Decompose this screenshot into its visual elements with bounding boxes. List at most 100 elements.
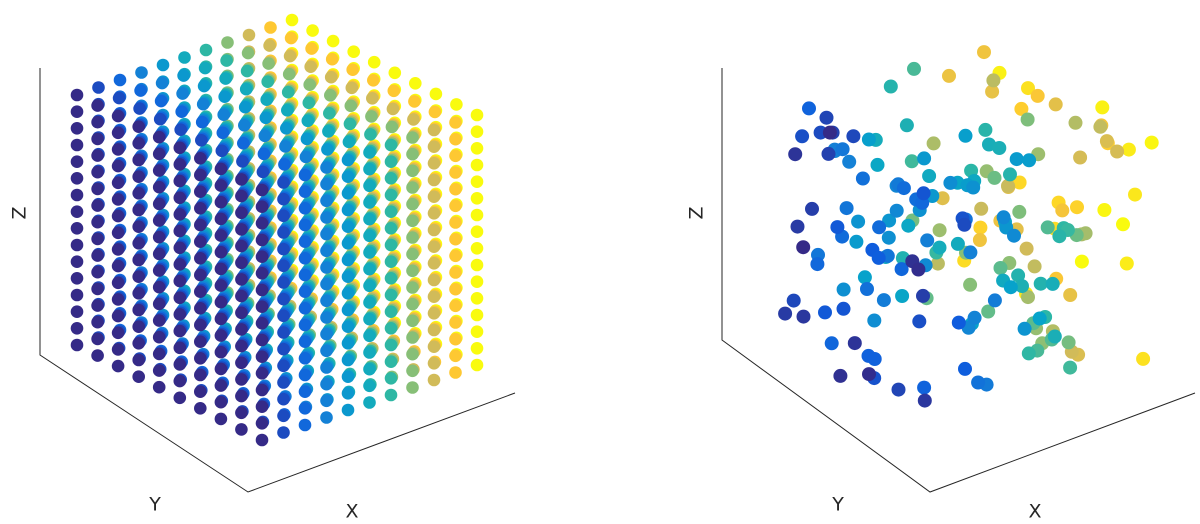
point [324, 89, 337, 102]
point [1020, 112, 1035, 127]
point [70, 272, 84, 285]
point [899, 118, 914, 133]
point [283, 49, 297, 63]
point [280, 122, 293, 135]
panel-left: Z Y X [9, 13, 516, 523]
point [966, 180, 981, 195]
point [1015, 279, 1029, 294]
point [298, 302, 312, 315]
point [1093, 119, 1108, 134]
point [427, 357, 441, 370]
point [320, 327, 333, 341]
point [870, 157, 885, 172]
point [470, 258, 484, 272]
point [363, 329, 376, 343]
point [341, 370, 355, 384]
point [257, 147, 271, 161]
point [862, 367, 876, 382]
point [1061, 335, 1076, 350]
point [851, 214, 866, 229]
point [1068, 115, 1083, 130]
point [91, 249, 104, 262]
point [255, 367, 269, 380]
point [235, 223, 248, 236]
point [152, 264, 166, 277]
point [91, 165, 104, 179]
point [277, 209, 290, 223]
point [235, 306, 248, 320]
x-axis-label: X [1028, 501, 1041, 523]
point [214, 395, 228, 409]
point [173, 341, 187, 355]
point [341, 270, 355, 284]
point [384, 172, 398, 185]
point [1095, 100, 1110, 115]
point [810, 257, 825, 272]
point [384, 322, 398, 335]
point [406, 331, 419, 344]
point [341, 320, 355, 334]
point [819, 110, 834, 125]
point [384, 138, 398, 152]
point [805, 201, 819, 216]
point [470, 325, 484, 339]
point [406, 264, 419, 278]
point [855, 171, 870, 186]
point [872, 220, 887, 235]
point [277, 226, 290, 239]
point [1099, 134, 1114, 149]
point [194, 385, 207, 399]
point [221, 36, 234, 49]
point [255, 317, 269, 330]
point [91, 115, 104, 129]
point [132, 137, 145, 150]
y-axis-label: Y [148, 494, 161, 516]
point [320, 177, 333, 191]
point [1063, 360, 1078, 375]
point [298, 185, 312, 198]
point [214, 245, 228, 259]
point [173, 141, 187, 155]
point [916, 186, 931, 201]
point [132, 220, 145, 233]
point [256, 165, 270, 179]
point [70, 172, 84, 185]
point [363, 162, 376, 176]
point [833, 368, 848, 383]
point [177, 69, 190, 82]
point [255, 200, 269, 213]
point [926, 136, 941, 151]
point [449, 282, 462, 296]
point [242, 28, 256, 42]
point [384, 155, 398, 168]
point [70, 222, 84, 235]
point [277, 292, 290, 306]
point [470, 342, 484, 355]
point [194, 268, 207, 282]
point [111, 343, 125, 356]
point [111, 309, 125, 323]
point [173, 241, 187, 255]
point [132, 320, 145, 334]
point [363, 246, 376, 259]
point [320, 377, 333, 391]
point [298, 218, 312, 232]
point [91, 149, 104, 162]
point [214, 212, 228, 226]
point [235, 406, 248, 420]
point [363, 229, 376, 243]
point [303, 78, 317, 91]
point [215, 144, 229, 158]
point [132, 153, 145, 167]
point [1021, 290, 1035, 305]
point [255, 383, 269, 397]
point [132, 303, 145, 317]
point [277, 176, 290, 189]
point [786, 293, 801, 308]
point [152, 214, 166, 227]
point [282, 67, 296, 81]
point [111, 126, 125, 140]
panel-right: Z Y X [686, 45, 1196, 523]
point [323, 107, 336, 120]
